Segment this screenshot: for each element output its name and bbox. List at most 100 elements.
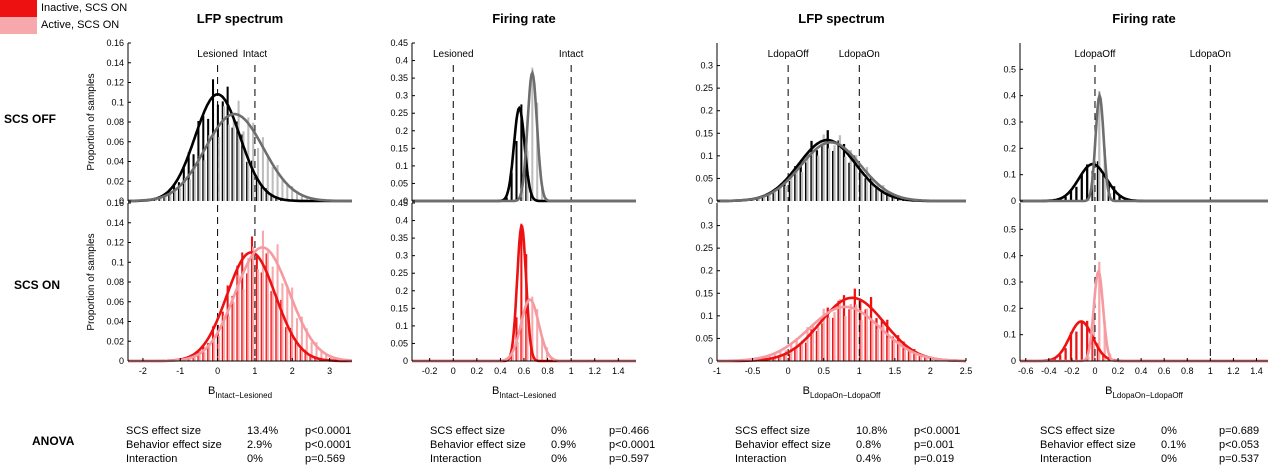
row-label-anova: ANOVA (32, 434, 75, 448)
histogram-bar (221, 101, 224, 201)
y-tick-label: 0.1 (111, 97, 124, 107)
histogram-bar (536, 102, 539, 201)
y-tick-label: 0.35 (390, 73, 408, 83)
histogram-bar (903, 349, 907, 361)
histogram-bar (300, 316, 303, 361)
y-tick-label: 0.08 (106, 117, 124, 127)
histogram-bar (246, 161, 249, 201)
histogram-bar (902, 341, 905, 361)
histogram-bar (844, 156, 847, 201)
histogram-bar (896, 335, 900, 361)
histogram-bar (207, 343, 210, 361)
histogram-bar (821, 144, 824, 201)
x-axis-label-sub: Intact−Lesioned (499, 391, 556, 400)
histogram-bar (832, 150, 835, 201)
y-tick-label: 0.06 (106, 297, 124, 307)
histogram-bar (227, 124, 230, 201)
histogram-bar (925, 356, 928, 361)
histogram-bar (252, 246, 255, 361)
histogram-bar (1053, 358, 1056, 361)
histogram-bar (1069, 189, 1073, 201)
histogram-bar (270, 291, 273, 361)
x-tick-label: 1 (569, 366, 574, 376)
histogram-bar (880, 190, 884, 201)
histogram-bar (1102, 171, 1105, 201)
plot-area (717, 203, 966, 361)
histogram-bar (226, 86, 229, 201)
y-tick-label: 0.08 (106, 277, 124, 287)
histogram-bar (300, 194, 303, 201)
histogram-bar (222, 315, 226, 361)
y-tick-label: 0.15 (390, 303, 408, 313)
anova-table-3: SCS effect size 10.8% p<0.0001 Behavior ef… (735, 424, 960, 466)
histogram-bar (1064, 196, 1067, 201)
histogram-bar (296, 193, 299, 201)
y-tick-label: 0.05 (695, 333, 713, 343)
x-tick-label: -2 (139, 366, 147, 376)
reference-line-label: LdopaOff (1074, 49, 1115, 60)
legend-swatch-inactive (0, 0, 37, 17)
histogram-bar (869, 297, 873, 361)
histogram-bar (516, 341, 519, 361)
x-tick-label: 0.8 (541, 366, 554, 376)
histogram-bar (242, 289, 245, 361)
histogram-bar (291, 287, 294, 361)
histogram-bar (913, 349, 916, 361)
histogram-bar (827, 317, 831, 361)
histogram-bar (221, 311, 224, 361)
histogram-bar (886, 319, 889, 361)
histogram-bar (795, 168, 798, 201)
histogram-bar (193, 167, 196, 201)
x-tick-label: 1 (1208, 366, 1213, 376)
x-tick-label: -0.4 (1041, 366, 1057, 376)
histogram-bar (875, 188, 878, 201)
histogram-bar (265, 188, 268, 201)
y-tick-label: 0.05 (390, 178, 408, 188)
histogram-bar (250, 160, 254, 201)
histogram-bar (541, 338, 544, 361)
x-tick-label: 0.8 (1181, 366, 1194, 376)
y-tick-label: 0.4 (1003, 251, 1016, 261)
histogram-bar (1091, 339, 1094, 361)
histogram-bar (777, 356, 781, 361)
histogram-bar (886, 192, 889, 201)
y-tick-label: 0.2 (1003, 143, 1016, 153)
histogram-bar (198, 155, 201, 201)
y-tick-label: 0.45 (390, 198, 408, 208)
chart-title: LFP spectrum (798, 11, 884, 26)
y-axis-label: Proportion of samples (86, 233, 97, 330)
histogram-bar (842, 295, 846, 361)
histogram-bar (520, 104, 523, 201)
x-tick-label: 1 (857, 366, 862, 376)
anova-label: Interaction (1040, 453, 1092, 465)
histogram-bar (833, 312, 836, 361)
anova-value: 13.4% (247, 425, 279, 437)
histogram-bar (227, 316, 230, 361)
histogram-bar (1064, 348, 1067, 361)
histogram-bar (250, 236, 254, 361)
y-tick-label: 0 (708, 356, 713, 366)
anova-value: 0% (1161, 453, 1177, 465)
histogram-bar (280, 299, 283, 361)
anova-p: p<0.0001 (609, 439, 656, 451)
histogram-bar (1086, 320, 1089, 361)
histogram-bar (521, 189, 524, 201)
anova-p: p=0.466 (609, 425, 650, 437)
y-tick-label: 0 (1011, 356, 1016, 366)
histogram-bar (871, 320, 874, 361)
histogram-bar (198, 353, 201, 361)
fit-curve (717, 305, 966, 363)
histogram-bar (1075, 331, 1078, 361)
x-tick-label: 1.5 (889, 366, 902, 376)
x-axis-label-main: B (1105, 385, 1112, 397)
histogram-bar (756, 198, 759, 201)
x-tick-label: -1 (176, 366, 184, 376)
histogram-bar (1075, 186, 1078, 201)
histogram-bar (788, 181, 791, 201)
legend-label-active: Active, SCS ON (41, 19, 120, 31)
histogram-bar (871, 178, 874, 201)
y-tick-label: 0.2 (700, 106, 713, 116)
histogram-bar (869, 177, 873, 201)
chart-title: LFP spectrum (197, 11, 283, 26)
histogram-bar (891, 336, 894, 361)
